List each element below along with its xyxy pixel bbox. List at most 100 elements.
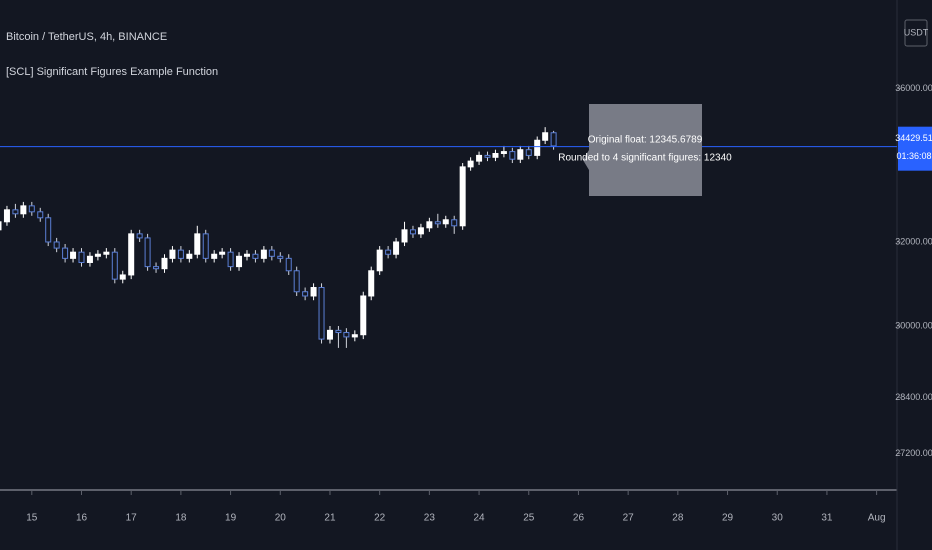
annotation-line: Original float: 12345.6789	[588, 135, 703, 146]
candle-body	[70, 251, 77, 259]
x-tick-label: 27	[623, 513, 635, 524]
candle-body	[28, 205, 35, 213]
candle-body	[45, 217, 52, 243]
y-tick-label: 30000.00	[895, 320, 932, 330]
x-tick-label: 29	[722, 513, 734, 524]
candle-body	[186, 253, 193, 259]
countdown: 01:36:08	[896, 151, 931, 161]
candle-body	[94, 253, 101, 257]
candle-body	[434, 221, 441, 225]
candle-body	[219, 251, 226, 255]
x-tick-label: 15	[26, 513, 38, 524]
candle-body	[202, 233, 209, 259]
candle-body	[368, 270, 375, 297]
x-tick-label: 28	[672, 513, 684, 524]
annotation-line: Rounded to 4 significant figures: 12340	[558, 153, 732, 164]
candle-body	[236, 255, 243, 268]
x-tick-label: 31	[821, 513, 833, 524]
candle-body	[509, 151, 516, 160]
candle-body	[335, 329, 342, 334]
price-label-box	[898, 126, 932, 171]
currency-box[interactable]	[904, 19, 928, 47]
x-tick-label: 16	[76, 513, 88, 524]
candle-body	[144, 237, 151, 268]
x-tick-label: 21	[324, 513, 336, 524]
x-tick-label: 17	[126, 513, 138, 524]
candle-body	[169, 249, 176, 259]
candle-body	[484, 154, 491, 158]
x-tick-label: 18	[175, 513, 187, 524]
candle-body	[0, 221, 2, 231]
candle-body	[111, 251, 118, 280]
candle-body	[417, 227, 424, 235]
y-tick-label: 32000.00	[895, 236, 932, 246]
candle-body	[302, 291, 309, 297]
annotation: Original float: 12345.6789 Rounded to 4 …	[558, 104, 732, 196]
y-tick-label: 28400.00	[895, 392, 932, 402]
candle-body	[161, 257, 168, 270]
candle-body	[277, 255, 284, 259]
y-tick-label: 27200.00	[895, 448, 932, 458]
x-tick-label: 30	[772, 513, 784, 524]
candle-body	[78, 251, 85, 263]
candle-body	[285, 257, 292, 272]
x-tick-label: 26	[573, 513, 585, 524]
candle-body	[153, 266, 160, 270]
currency[interactable]: USDT	[904, 27, 929, 37]
x-tick-label: 24	[474, 513, 486, 524]
candle-body	[243, 253, 250, 257]
candle-body	[360, 295, 367, 336]
candle-body	[103, 251, 110, 255]
candle-body	[86, 255, 93, 263]
candle-body	[385, 249, 392, 255]
candle-body	[260, 249, 267, 259]
candle-body	[393, 241, 400, 255]
price-label: 34429.51	[895, 133, 932, 143]
candle-body	[376, 249, 383, 272]
candle-body	[53, 241, 60, 249]
candle-body	[534, 139, 541, 156]
chart-title: Bitcoin / TetherUS, 4h, BINANCE	[6, 31, 167, 43]
candle-body	[177, 249, 184, 259]
x-tick-label: Aug	[868, 513, 886, 524]
candle-body	[500, 151, 507, 154]
candle-body	[467, 160, 474, 168]
candle-body	[451, 219, 458, 227]
candle-body	[62, 247, 69, 259]
candle-body	[542, 132, 549, 141]
candle-body	[318, 287, 325, 340]
y-tick-label: 36000.00	[895, 83, 932, 93]
candle-body	[20, 205, 27, 215]
candle-body	[401, 229, 408, 243]
candle-body	[492, 152, 499, 158]
candle-body	[136, 233, 143, 239]
candle-body	[476, 154, 483, 162]
candle-body	[293, 270, 300, 293]
x-tick-label: 19	[225, 513, 237, 524]
candle-body	[268, 249, 275, 257]
annotation-box	[583, 104, 702, 196]
candle-body	[550, 132, 557, 147]
candle-body	[343, 332, 350, 338]
candle-body	[351, 334, 358, 338]
candle-body	[252, 253, 259, 259]
candle-body	[310, 287, 317, 297]
candle-body	[194, 233, 201, 255]
candle-body	[426, 221, 433, 229]
candle-body	[326, 329, 333, 340]
candle-body	[459, 166, 466, 227]
candle-body	[442, 219, 449, 225]
candle-body	[128, 233, 135, 276]
indicator-name: [SCL] Significant Figures Example Functi…	[6, 66, 218, 78]
x-tick-label: 23	[424, 513, 436, 524]
candle-body	[3, 209, 10, 223]
candle-body	[227, 251, 234, 268]
candle-body	[12, 209, 19, 215]
candle-body	[119, 274, 126, 280]
candle-body	[211, 253, 218, 259]
candle-body	[525, 149, 532, 156]
candle-body	[409, 229, 416, 235]
